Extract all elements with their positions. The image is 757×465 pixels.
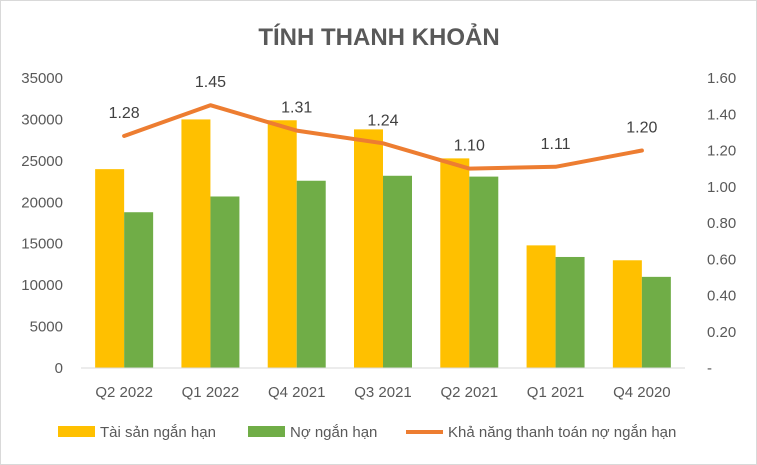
bar-no-ngan-han — [296, 180, 326, 368]
line-data-label: 1.45 — [195, 74, 226, 91]
legend-swatch-tai-san — [58, 426, 95, 437]
bar-tai-san-ngan-han — [267, 120, 297, 368]
right-tick-label: - — [707, 360, 712, 377]
x-tick-label: Q2 2022 — [95, 384, 153, 401]
line-data-label: 1.11 — [541, 136, 571, 153]
bar-no-ngan-han — [469, 176, 499, 368]
line-kha-nang-thanh-toan — [122, 103, 644, 171]
x-axis-ticks: Q2 2022 Q1 2022 Q4 2021 Q3 2021 Q2 2021 Q1 20… — [95, 384, 670, 401]
right-tick-label: 1.00 — [707, 179, 736, 196]
bar-tai-san-ngan-han — [526, 245, 556, 368]
left-tick-label: 10000 — [21, 277, 63, 294]
x-tick-label: Q2 2021 — [441, 384, 499, 401]
legend-label-kha-nang: Khả năng thanh toán nợ ngắn hạn — [448, 424, 676, 441]
right-tick-label: 0.80 — [707, 215, 736, 232]
bar-series — [95, 119, 671, 368]
left-tick-label: 20000 — [21, 194, 63, 211]
x-tick-label: Q1 2021 — [527, 384, 585, 401]
line-series: 1.28 1.45 1.31 1.24 1.10 1.11 1.20 — [109, 74, 658, 171]
bar-no-ngan-han — [210, 196, 240, 368]
bar-no-ngan-han — [124, 212, 154, 368]
right-tick-label: 0.60 — [707, 251, 736, 268]
left-tick-label: 0 — [55, 360, 63, 377]
right-tick-label: 1.60 — [707, 70, 736, 87]
x-tick-label: Q4 2021 — [268, 384, 326, 401]
x-tick-label: Q3 2021 — [354, 384, 412, 401]
right-tick-label: 1.40 — [707, 106, 736, 123]
line-data-label: 1.10 — [454, 138, 485, 155]
legend-label-no: Nợ ngắn hạn — [290, 424, 377, 441]
x-tick-label: Q4 2020 — [613, 384, 671, 401]
bar-tai-san-ngan-han — [440, 158, 470, 368]
line-data-label: 1.24 — [367, 112, 398, 129]
bar-no-ngan-han — [383, 175, 412, 368]
line-data-label: 1.28 — [109, 105, 140, 122]
bar-tai-san-ngan-han — [612, 260, 642, 368]
bar-no-ngan-han — [555, 256, 585, 368]
right-tick-label: 0.20 — [707, 324, 736, 341]
left-tick-label: 25000 — [21, 153, 63, 170]
left-tick-label: 35000 — [21, 70, 63, 87]
bar-tai-san-ngan-han — [181, 119, 211, 368]
chart-title: TÍNH THANH KHOẢN — [258, 22, 499, 51]
right-tick-label: 1.20 — [707, 143, 736, 160]
legend: Tài sản ngắn hạn Nợ ngắn hạn Khả năng than… — [58, 424, 676, 441]
left-tick-label: 5000 — [30, 319, 63, 336]
x-tick-label: Q1 2022 — [182, 384, 240, 401]
line-data-label: 1.20 — [626, 120, 657, 137]
left-tick-label: 15000 — [21, 236, 63, 253]
legend-swatch-no — [248, 426, 285, 437]
legend-label-tai-san: Tài sản ngắn hạn — [100, 424, 216, 441]
left-axis-ticks: 0 5000 10000 15000 20000 25000 30000 35000 — [21, 70, 63, 377]
line-data-label: 1.31 — [281, 100, 312, 117]
left-tick-label: 30000 — [21, 111, 63, 128]
right-axis-ticks: - 0.20 0.40 0.60 0.80 1.00 1.20 1.40 1.60 — [707, 70, 736, 377]
bar-tai-san-ngan-han — [95, 169, 125, 368]
bar-no-ngan-han — [641, 276, 671, 368]
right-tick-label: 0.40 — [707, 288, 736, 305]
bar-tai-san-ngan-han — [354, 129, 383, 368]
